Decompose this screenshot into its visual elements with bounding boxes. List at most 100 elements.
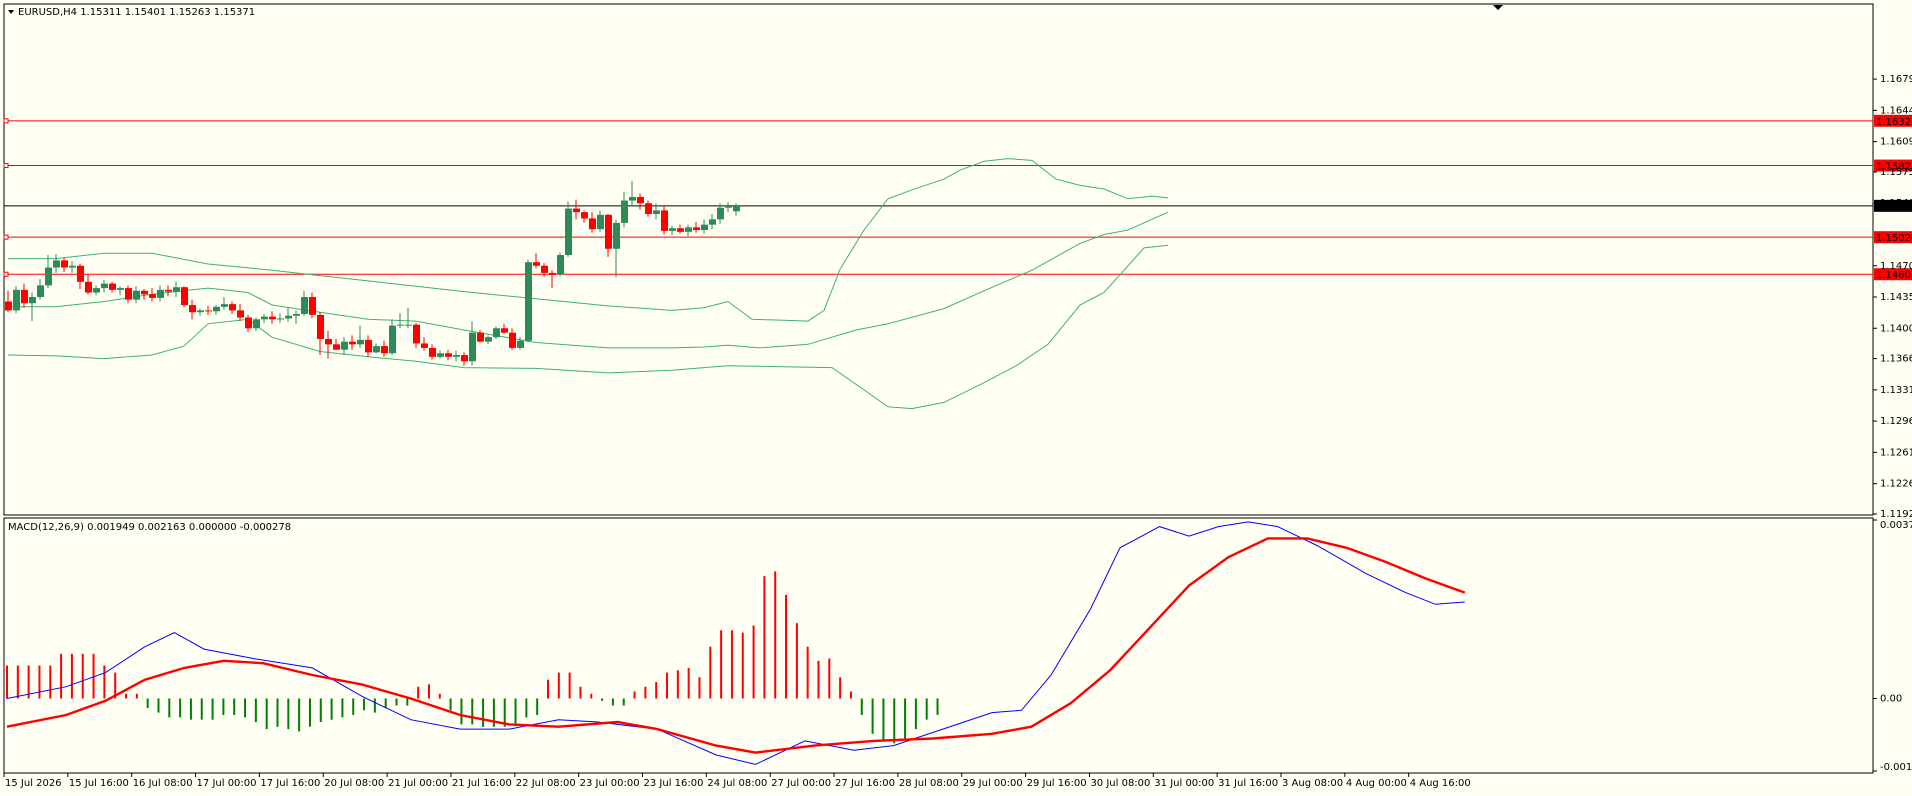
macd-tick-label: 0.003791 [1880,520,1912,531]
candle-body [197,310,204,313]
price-panel-frame [3,3,1874,516]
candle-body [717,207,724,220]
x-tick-label: 17 Jul 16:00 [260,778,320,789]
x-tick-label: 4 Aug 16:00 [1410,778,1471,789]
candle-body [29,297,36,304]
candle-body [493,328,500,338]
candle-body [205,310,212,312]
candle-body [277,318,284,320]
candle-body [333,344,340,350]
candle-body [461,355,468,362]
x-tick-label: 30 Jul 08:00 [1090,778,1150,789]
candle-body [109,283,116,290]
x-tick-label: 3 Aug 08:00 [1282,778,1343,789]
level-price-label: 1.16323 [1876,117,1912,128]
candle-body [421,343,428,348]
candle-body [181,287,188,306]
candle-body [85,281,92,293]
candle-body [693,227,700,231]
x-tick-label: 29 Jul 16:00 [1027,778,1087,789]
x-tick-label: 21 Jul 16:00 [452,778,512,789]
candle-body [253,319,260,329]
price-panel-header: EURUSD,H4 1.15311 1.15401 1.15263 1.1537… [18,7,255,18]
macd-tick-label: 0.00 [1880,693,1902,704]
candle-body [621,200,628,223]
candle-body [61,260,68,268]
scroll-marker-icon[interactable] [1493,5,1503,10]
x-tick-label: 21 Jul 00:00 [388,778,448,789]
candle-body [237,310,244,318]
current-price-label: 1.15371 [1876,202,1912,213]
candle-body [213,306,220,312]
candle-body [189,305,196,313]
candle-body [149,294,156,298]
candle-body [341,341,348,350]
price-tick-label: 1.16790 [1880,74,1912,85]
x-tick-label: 29 Jul 00:00 [963,778,1023,789]
candle-body [677,228,684,232]
candle-body [453,355,460,357]
x-tick-label: 15 Jul 2026 [5,778,62,789]
candle-body [325,338,332,345]
candle-body [501,328,508,333]
candle-body [397,324,404,326]
symbol-menu-icon[interactable] [8,10,14,14]
candle-body [485,337,492,342]
candle-body [637,196,644,204]
candle-body [573,208,580,213]
current-price-box [1874,199,1912,212]
candle-body [389,325,396,354]
x-tick-label: 4 Aug 00:00 [1346,778,1407,789]
price-tick-label: 1.14350 [1880,292,1912,303]
bollinger-upper [8,158,1169,322]
x-tick-label: 15 Jul 16:00 [69,778,129,789]
candle-body [477,332,484,342]
candle-body [165,289,172,292]
candle-body [605,214,612,249]
candle-body [117,288,124,290]
candle-body [77,265,84,282]
candle-body [589,218,596,230]
candle-body [565,208,572,256]
candle-body [157,289,164,298]
candle-body [285,315,292,319]
candle-body [37,285,44,298]
level-handle [3,271,9,277]
level-price-box [1874,268,1912,281]
candle-body [725,205,732,208]
candle-body [661,210,668,231]
candle-body [549,272,556,275]
price-tick-label: 1.16090 [1880,137,1912,148]
candle-body [645,203,652,214]
x-tick-label: 17 Jul 00:00 [197,778,257,789]
price-tick-label: 1.16440 [1880,105,1912,116]
candle-body [93,288,100,293]
price-tick-label: 1.13660 [1880,354,1912,365]
candle-body [701,224,708,231]
candle-body [5,301,12,311]
x-tick-label: 23 Jul 16:00 [644,778,704,789]
level-price-box [1874,159,1912,172]
candle-body [629,196,636,201]
candle-body [69,265,76,268]
candle-body [13,289,20,311]
level-handle [3,234,9,240]
level-handle [3,163,9,169]
level-handle [3,118,9,124]
candle-body [733,205,740,212]
candle-body [221,304,228,307]
candle-body [405,324,412,326]
price-tick-label: 1.15400 [1880,198,1912,209]
candle-body [317,314,324,339]
level-price-label: 1.15020 [1876,233,1912,244]
candle-body [373,346,380,353]
candle-body [245,317,252,329]
candle-body [269,316,276,320]
candle-body [173,287,180,292]
x-tick-label: 31 Jul 00:00 [1154,778,1214,789]
price-tick-label: 1.12260 [1880,479,1912,490]
level-price-box [1874,114,1912,127]
candle-body [709,219,716,225]
